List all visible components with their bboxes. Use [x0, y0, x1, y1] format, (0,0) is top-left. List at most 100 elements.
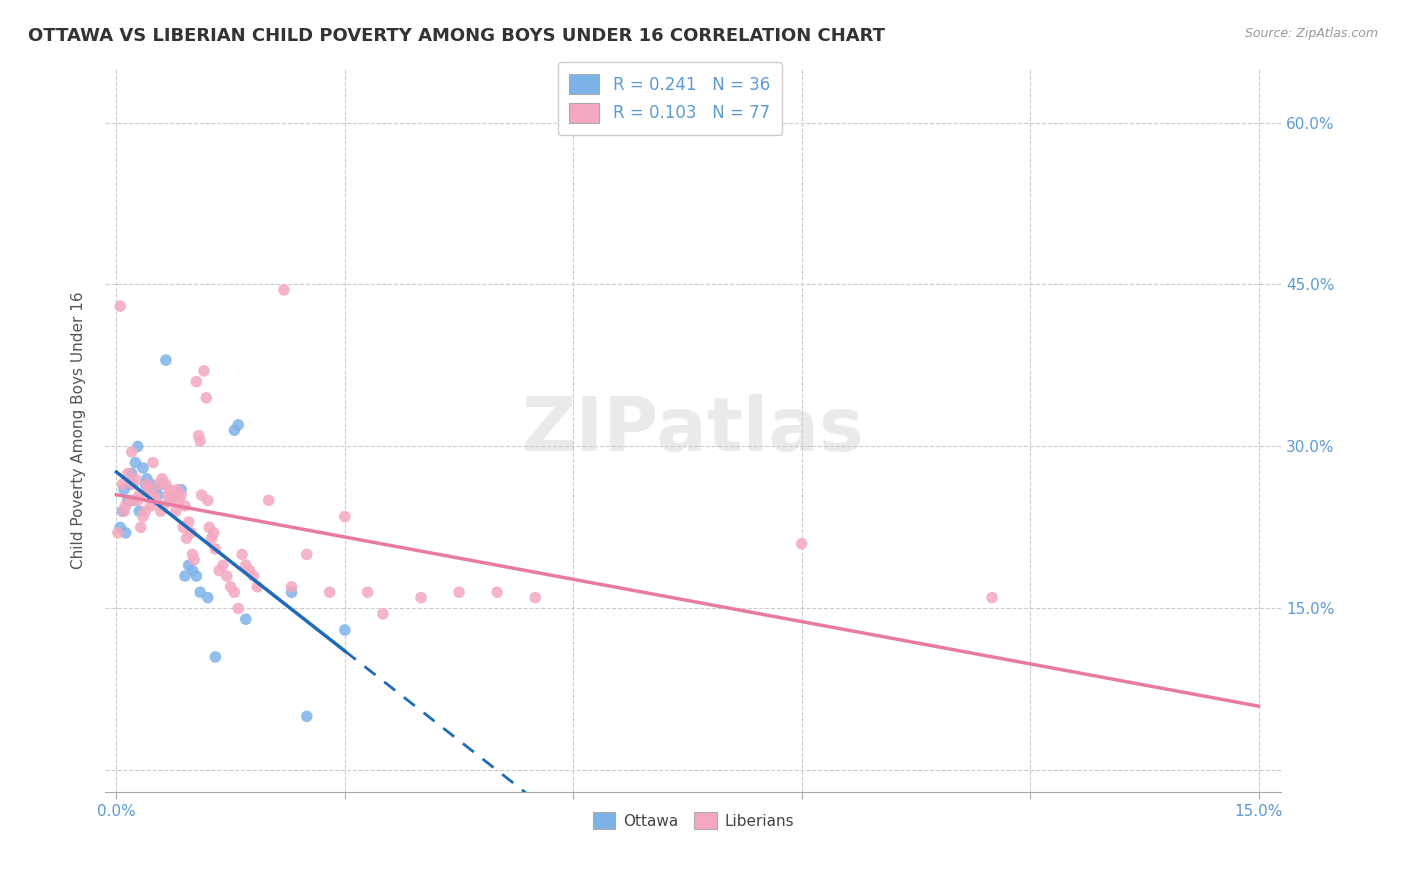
Point — [295, 709, 318, 723]
Point — [124, 456, 146, 470]
Point — [111, 504, 134, 518]
Text: ZIPatlas: ZIPatlas — [522, 393, 865, 467]
Point — [409, 591, 432, 605]
Point — [143, 483, 166, 497]
Point — [239, 564, 262, 578]
Point — [371, 607, 394, 621]
Point — [120, 477, 142, 491]
Point — [134, 504, 156, 518]
Point — [524, 591, 547, 605]
Point — [208, 564, 231, 578]
Point — [174, 569, 197, 583]
Point — [183, 553, 205, 567]
Legend: Ottawa, Liberians: Ottawa, Liberians — [586, 806, 800, 835]
Point — [204, 541, 226, 556]
Point — [246, 580, 269, 594]
Point — [107, 525, 129, 540]
Point — [280, 580, 302, 594]
Point — [124, 472, 146, 486]
Point — [181, 564, 204, 578]
Point — [110, 520, 132, 534]
Point — [112, 504, 135, 518]
Point — [155, 477, 177, 491]
Point — [219, 580, 242, 594]
Point — [186, 375, 208, 389]
Point — [226, 417, 249, 432]
Point — [120, 493, 142, 508]
Point — [357, 585, 380, 599]
Text: OTTAWA VS LIBERIAN CHILD POVERTY AMONG BOYS UNDER 16 CORRELATION CHART: OTTAWA VS LIBERIAN CHILD POVERTY AMONG B… — [28, 27, 886, 45]
Point — [193, 364, 215, 378]
Point — [128, 504, 150, 518]
Point — [215, 569, 238, 583]
Point — [333, 623, 356, 637]
Point — [198, 520, 221, 534]
Point — [138, 483, 160, 497]
Point — [242, 569, 264, 583]
Point — [114, 525, 136, 540]
Point — [188, 585, 211, 599]
Point — [117, 493, 139, 508]
Point — [790, 536, 813, 550]
Point — [110, 299, 132, 313]
Point — [188, 434, 211, 448]
Point — [200, 531, 222, 545]
Y-axis label: Child Poverty Among Boys Under 16: Child Poverty Among Boys Under 16 — [72, 292, 86, 569]
Point — [157, 488, 180, 502]
Point — [122, 477, 145, 491]
Point — [226, 601, 249, 615]
Point — [197, 591, 219, 605]
Point — [150, 477, 173, 491]
Point — [127, 493, 149, 508]
Point — [174, 499, 197, 513]
Point — [172, 520, 194, 534]
Point — [235, 612, 257, 626]
Point — [138, 483, 160, 497]
Point — [134, 477, 156, 491]
Point — [166, 483, 188, 497]
Point — [257, 493, 280, 508]
Point — [142, 456, 165, 470]
Point — [190, 488, 212, 502]
Point — [162, 488, 184, 502]
Point — [981, 591, 1004, 605]
Point — [447, 585, 470, 599]
Point — [486, 585, 509, 599]
Point — [333, 509, 356, 524]
Point — [231, 548, 253, 562]
Point — [145, 493, 167, 508]
Point — [273, 283, 295, 297]
Point — [111, 477, 134, 491]
Point — [280, 585, 302, 599]
Point — [139, 477, 162, 491]
Point — [114, 499, 136, 513]
Point — [122, 493, 145, 508]
Point — [148, 488, 170, 502]
Point — [132, 461, 155, 475]
Point — [224, 585, 246, 599]
Point — [176, 531, 198, 545]
Point — [143, 488, 166, 502]
Point — [235, 558, 257, 573]
Point — [135, 472, 157, 486]
Point — [177, 515, 200, 529]
Point — [295, 548, 318, 562]
Point — [129, 520, 152, 534]
Point — [148, 477, 170, 491]
Text: Source: ZipAtlas.com: Source: ZipAtlas.com — [1244, 27, 1378, 40]
Point — [187, 428, 209, 442]
Point — [160, 493, 183, 508]
Point — [132, 509, 155, 524]
Point — [155, 353, 177, 368]
Point — [167, 493, 190, 508]
Point — [159, 493, 181, 508]
Point — [165, 504, 187, 518]
Point — [128, 488, 150, 502]
Point — [152, 499, 174, 513]
Point — [318, 585, 340, 599]
Point — [121, 445, 143, 459]
Point — [170, 488, 193, 502]
Point — [181, 548, 204, 562]
Point — [159, 483, 181, 497]
Point — [121, 467, 143, 481]
